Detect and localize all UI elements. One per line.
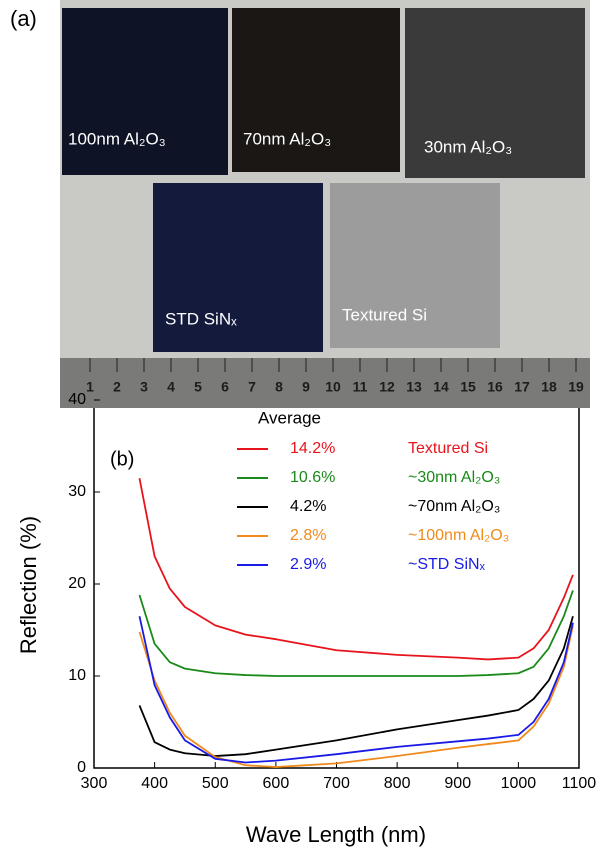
ruler-number: 2 xyxy=(113,379,121,395)
ruler-number: 16 xyxy=(487,379,503,395)
series-line xyxy=(138,478,574,661)
ruler-number: 4 xyxy=(167,379,175,395)
legend-average: 2.8% xyxy=(290,527,326,544)
legend-average: 4.2% xyxy=(290,498,326,515)
legend-average: 14.2% xyxy=(290,440,335,457)
x-tick-label: 600 xyxy=(263,775,290,792)
y-tick-label: 0 xyxy=(77,759,86,776)
legend-name: Textured Si xyxy=(408,440,488,457)
legend-title: Average xyxy=(258,408,321,427)
ruler-number: 18 xyxy=(541,379,557,395)
x-tick-label: 700 xyxy=(323,775,350,792)
ruler-number: 9 xyxy=(302,379,310,395)
y-axis-label: Reflection (%) xyxy=(16,516,41,654)
sample-wafer xyxy=(62,8,228,175)
x-tick-label: 900 xyxy=(444,775,471,792)
ruler xyxy=(60,358,590,408)
ruler-number: 19 xyxy=(568,379,584,395)
sample-wafer xyxy=(405,8,585,178)
sample-label: Textured Si xyxy=(342,305,427,324)
y-tick-label: 30 xyxy=(68,483,86,500)
legend-name: ~STD SiNₓ xyxy=(408,556,486,573)
x-tick-label: 500 xyxy=(202,775,229,792)
sample-wafer xyxy=(330,183,500,348)
ruler-number: 10 xyxy=(325,379,341,395)
y-tick-label: 20 xyxy=(68,575,86,592)
ruler-number: 11 xyxy=(353,379,368,395)
series-line xyxy=(138,625,574,768)
ruler-number: 3 xyxy=(140,379,148,395)
legend-name: ~30nm Al₂O₃ xyxy=(408,469,500,486)
y-tick-label: 40 xyxy=(68,391,86,408)
sample-label: 70nm Al₂O₃ xyxy=(243,129,331,148)
x-tick-label: 1100 xyxy=(562,775,597,792)
sample-wafer xyxy=(153,183,323,352)
x-tick-label: 800 xyxy=(384,775,411,792)
ruler-number: 1 xyxy=(86,379,94,395)
sample-label: 30nm Al₂O₃ xyxy=(424,137,512,156)
x-axis-label: Wave Length (nm) xyxy=(246,822,426,847)
x-tick-label: 400 xyxy=(141,775,168,792)
legend-name: ~70nm Al₂O₃ xyxy=(408,498,500,515)
chart-label: (b) xyxy=(110,448,134,470)
x-tick-label: 1000 xyxy=(501,775,537,792)
ruler-number: 13 xyxy=(406,379,422,395)
ruler-number: 8 xyxy=(275,379,283,395)
ruler-number: 5 xyxy=(194,379,202,395)
sample-wafer xyxy=(232,8,400,172)
ruler-number: 14 xyxy=(433,379,449,395)
ruler-number: 7 xyxy=(248,379,256,395)
ruler-number: 17 xyxy=(514,379,530,395)
ruler-number: 12 xyxy=(379,379,395,395)
sample-label: STD SiNₓ xyxy=(165,309,237,328)
series-line xyxy=(138,616,574,764)
legend-average: 10.6% xyxy=(290,469,335,486)
sample-label: 100nm Al₂O₃ xyxy=(68,129,166,148)
y-tick-label: 10 xyxy=(68,667,86,684)
legend-name: ~100nm Al₂O₃ xyxy=(408,527,509,544)
photo-label: (a) xyxy=(10,6,37,31)
x-tick-label: 300 xyxy=(81,775,108,792)
ruler-number: 15 xyxy=(460,379,476,395)
legend-average: 2.9% xyxy=(290,556,326,573)
series-line xyxy=(138,590,574,677)
series-line xyxy=(138,615,574,757)
ruler-number: 6 xyxy=(221,379,229,395)
